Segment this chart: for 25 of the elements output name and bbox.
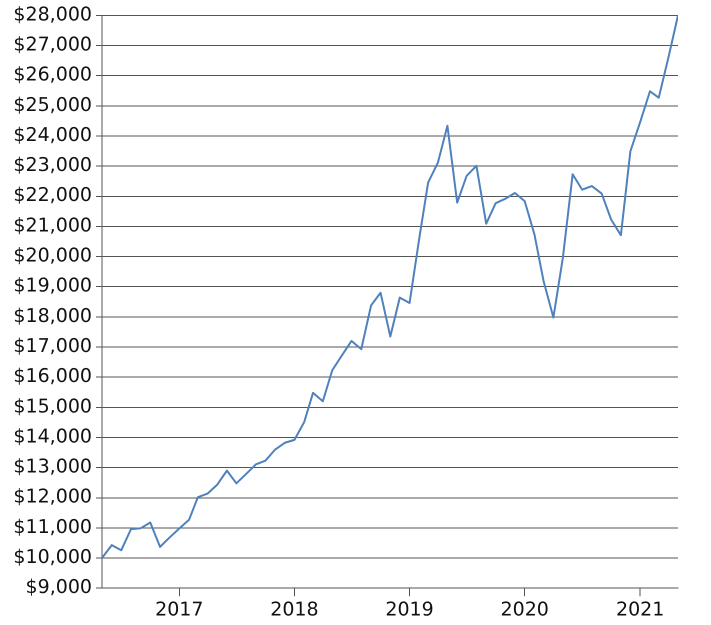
- y-tick-label: $23,000: [13, 154, 92, 176]
- y-tick-label: $18,000: [13, 304, 92, 327]
- y-tick-label: $22,000: [13, 184, 92, 206]
- x-tick-label: 2017: [155, 598, 204, 621]
- y-tick-label: $24,000: [13, 124, 92, 146]
- y-tick-label: $14,000: [13, 425, 92, 448]
- x-tick-label: 2021: [616, 598, 664, 621]
- x-tick-label: 2019: [385, 598, 434, 621]
- x-tick-label: 2018: [270, 598, 319, 621]
- y-tick-label: $19,000: [13, 274, 92, 297]
- y-tick-label: $21,000: [13, 214, 92, 236]
- y-tick-label: $13,000: [13, 456, 92, 478]
- y-tick-label: $9,000: [26, 576, 92, 598]
- y-tick-label: $26,000: [13, 64, 92, 86]
- y-tick-label: $17,000: [13, 334, 92, 357]
- x-tick-label: 2020: [500, 598, 549, 621]
- y-tick-label: $20,000: [13, 244, 92, 267]
- y-tick-label: $16,000: [13, 365, 92, 388]
- y-tick-label: $11,000: [13, 516, 92, 538]
- y-tick-label: $10,000: [13, 546, 92, 568]
- y-tick-label: $27,000: [13, 33, 92, 56]
- y-tick-label: $12,000: [13, 486, 92, 508]
- y-tick-label: $15,000: [13, 395, 92, 418]
- y-tick-label: $28,000: [13, 3, 92, 26]
- y-tick-label: $25,000: [13, 94, 92, 116]
